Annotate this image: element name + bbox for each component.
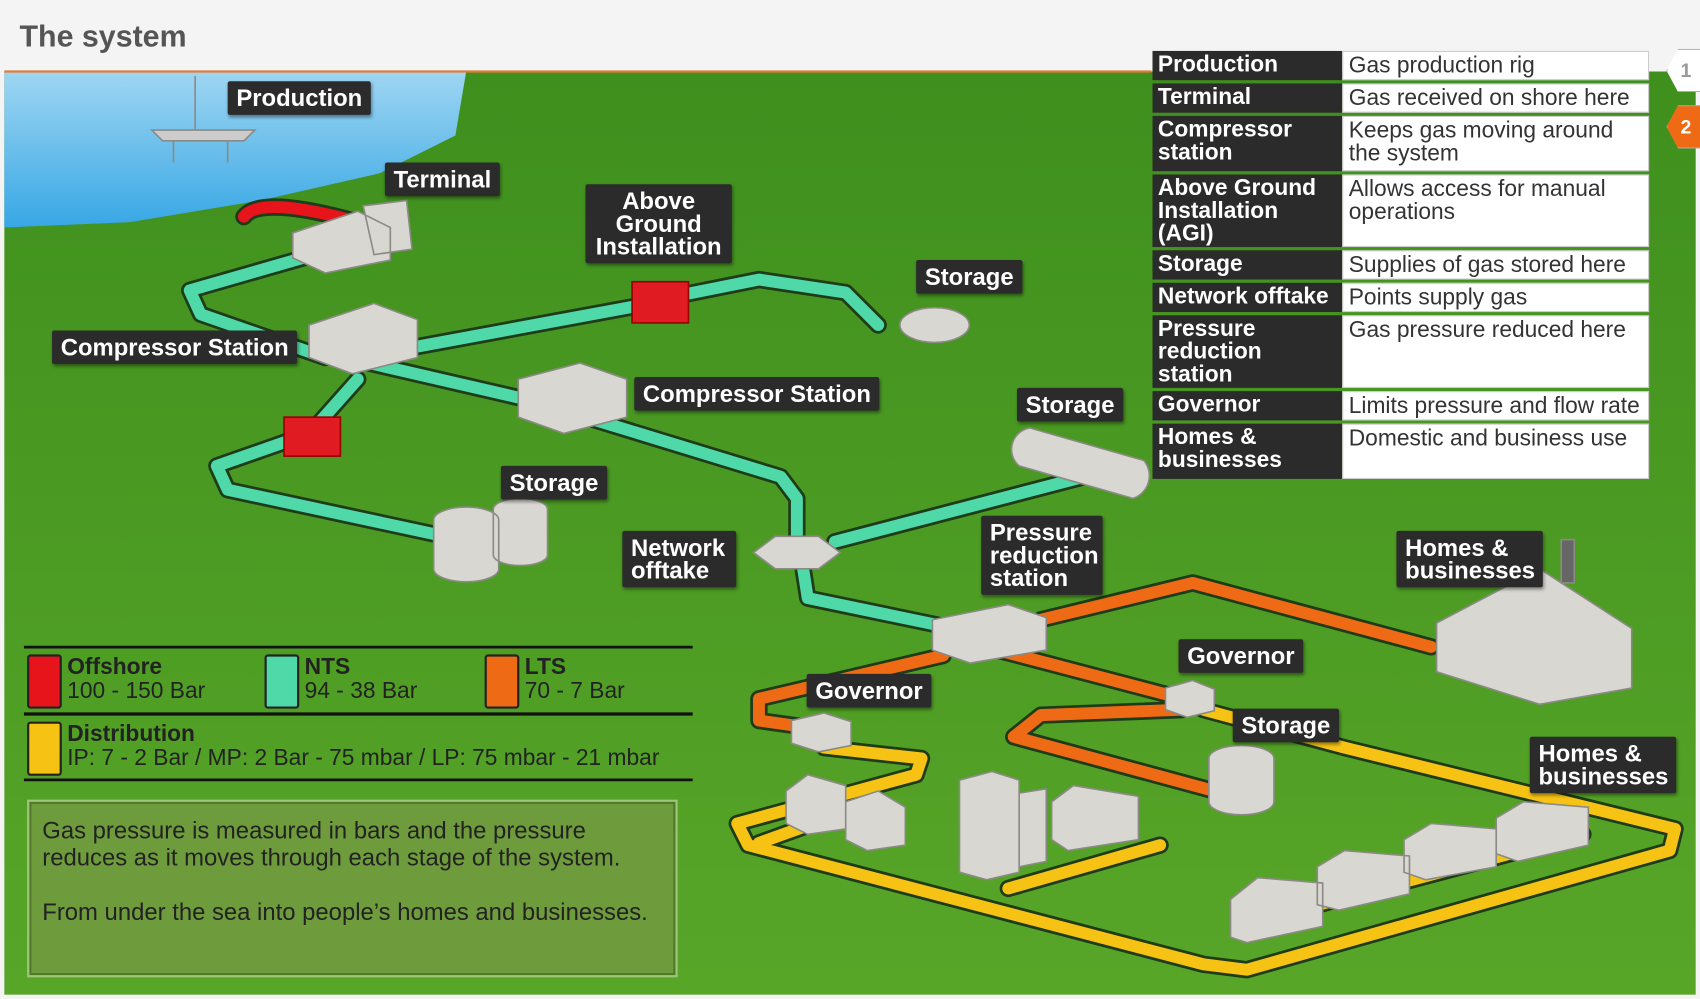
map-label: Governor — [807, 674, 932, 708]
map-label: Homes & businesses — [1396, 531, 1542, 587]
glossary-term: Terminal — [1153, 83, 1343, 112]
legend-name: Offshore — [67, 656, 205, 680]
legend-swatch — [27, 654, 62, 708]
map-label: Compressor Station — [52, 330, 297, 364]
glossary-term: Production — [1153, 51, 1343, 80]
glossary-description: Allows access for manual operations — [1342, 174, 1649, 247]
map-label: Production — [228, 81, 371, 115]
legend-name: LTS — [525, 656, 625, 680]
glossary-term: Pressure reduction station — [1153, 315, 1343, 388]
info-box: Gas pressure is measured in bars and the… — [27, 800, 678, 978]
legend-name: NTS — [305, 656, 418, 680]
glossary-term: Compressor station — [1153, 116, 1343, 171]
glossary-description: Points supply gas — [1342, 283, 1649, 312]
glossary-term: Homes & businesses — [1153, 424, 1343, 479]
legend-range: IP: 7 - 2 Bar / MP: 2 Bar - 75 mbar / LP… — [67, 745, 659, 770]
glossary-row: Above Ground Installation (AGI)Allows ac… — [1153, 174, 1650, 247]
glossary-description: Keeps gas moving around the system — [1342, 116, 1649, 171]
legend-name: Distribution — [67, 723, 659, 747]
glossary-term: Network offtake — [1153, 283, 1343, 312]
map-label: Storage — [916, 260, 1022, 294]
map-label: Terminal — [385, 163, 500, 197]
legend-range: 94 - 38 Bar — [305, 678, 418, 703]
map-label: Network offtake — [622, 531, 736, 587]
glossary-term: Above Ground Installation (AGI) — [1153, 174, 1343, 247]
glossary-term: Storage — [1153, 250, 1343, 279]
legend-swatch — [27, 722, 62, 776]
glossary-description: Gas received on shore here — [1342, 83, 1649, 112]
map-label: Compressor Station — [634, 377, 879, 411]
glossary-description: Gas production rig — [1342, 51, 1649, 80]
glossary-term: Governor — [1153, 391, 1343, 420]
glossary-description: Domestic and business use — [1342, 424, 1649, 479]
legend-range: 100 - 150 Bar — [67, 678, 205, 703]
glossary-description: Gas pressure reduced here — [1342, 315, 1649, 388]
legend-range: 70 - 7 Bar — [525, 678, 625, 703]
screen: The system ProductionGas production rigT… — [0, 0, 1700, 999]
glossary-description: Limits pressure and flow rate — [1342, 391, 1649, 420]
map-label: Storage — [501, 466, 607, 500]
info-paragraph: Gas pressure is measured in bars and the… — [42, 817, 662, 871]
info-paragraph: From under the sea into people’s homes a… — [42, 898, 662, 925]
map-label: Storage — [1233, 709, 1339, 743]
map-label: Pressure reduction station — [981, 516, 1102, 595]
map-label: Above Ground Installation — [585, 184, 731, 263]
legend-swatch — [265, 654, 300, 708]
glossary-description: Supplies of gas stored here — [1342, 250, 1649, 279]
page-title: The system — [20, 20, 187, 55]
map-label: Governor — [1179, 639, 1304, 673]
legend-swatch — [485, 654, 520, 708]
map-label: Storage — [1017, 388, 1123, 422]
map-label: Homes & businesses — [1530, 737, 1676, 793]
